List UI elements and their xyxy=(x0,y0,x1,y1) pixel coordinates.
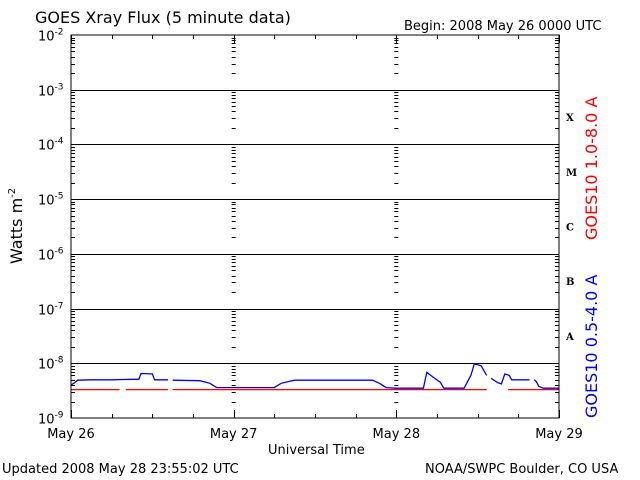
series-line xyxy=(490,373,530,385)
x-tick-labels: May 26 May 27 May 28 May 29 xyxy=(47,427,583,442)
y-tick-label: 10-6 xyxy=(38,247,64,264)
svg-text:Watts m-2: Watts m-2 xyxy=(7,188,26,264)
flare-class-label: B xyxy=(566,277,574,288)
x-tick-label: May 28 xyxy=(373,427,421,442)
flare-class-label: X xyxy=(566,113,574,124)
legend-entry: GOES10 0.5-4.0 A xyxy=(582,275,601,418)
flare-class-label: A xyxy=(565,332,574,343)
y-axis-label-exponent: -2 xyxy=(7,188,18,198)
flare-class-label: M xyxy=(566,168,577,179)
credit-label: NOAA/SWPC Boulder, CO USA xyxy=(425,462,618,477)
y-tick-label: 10-2 xyxy=(38,28,64,45)
grid-lines xyxy=(71,90,559,364)
legend-label: GOES10 1.0-8.0 A xyxy=(582,97,601,240)
updated-timestamp: Updated 2008 May 28 23:55:02 UTC xyxy=(2,462,239,477)
y-tick-label: 10-9 xyxy=(38,411,64,428)
chart-title: GOES Xray Flux (5 minute data) xyxy=(35,8,291,27)
legend: GOES10 1.0-8.0 A GOES10 0.5-4.0 A xyxy=(582,97,601,418)
plot-frame xyxy=(70,34,560,419)
x-tick-label: May 29 xyxy=(535,427,583,442)
series-line xyxy=(70,372,169,386)
y-tick-label: 10-4 xyxy=(38,137,64,154)
data-series xyxy=(70,362,559,391)
x-tick-label: May 27 xyxy=(210,427,258,442)
y-axis-label-text: Watts m xyxy=(7,198,26,264)
flare-class-labels: A B C M X xyxy=(565,113,577,343)
legend-label: GOES10 0.5-4.0 A xyxy=(582,275,601,418)
x-tick-label: May 26 xyxy=(47,427,95,442)
legend-entry: GOES10 1.0-8.0 A xyxy=(582,97,601,240)
begin-label: Begin: 2008 May 26 0000 UTC xyxy=(404,19,601,34)
x-axis-label: Universal Time xyxy=(268,443,365,458)
y-tick-label: 10-3 xyxy=(38,83,64,100)
y-axis-label: Watts m-2 xyxy=(7,188,26,264)
axis-ticks xyxy=(71,35,560,418)
y-tick-label: 10-5 xyxy=(38,192,64,209)
y-tick-labels: 10-9 10-8 10-7 10-6 10-5 10-4 10-3 10-2 xyxy=(38,28,64,428)
y-tick-label: 10-8 xyxy=(38,356,64,373)
flare-class-label: C xyxy=(566,223,574,234)
series-line xyxy=(172,362,488,389)
series-line xyxy=(533,379,559,389)
y-tick-label: 10-7 xyxy=(38,302,64,319)
